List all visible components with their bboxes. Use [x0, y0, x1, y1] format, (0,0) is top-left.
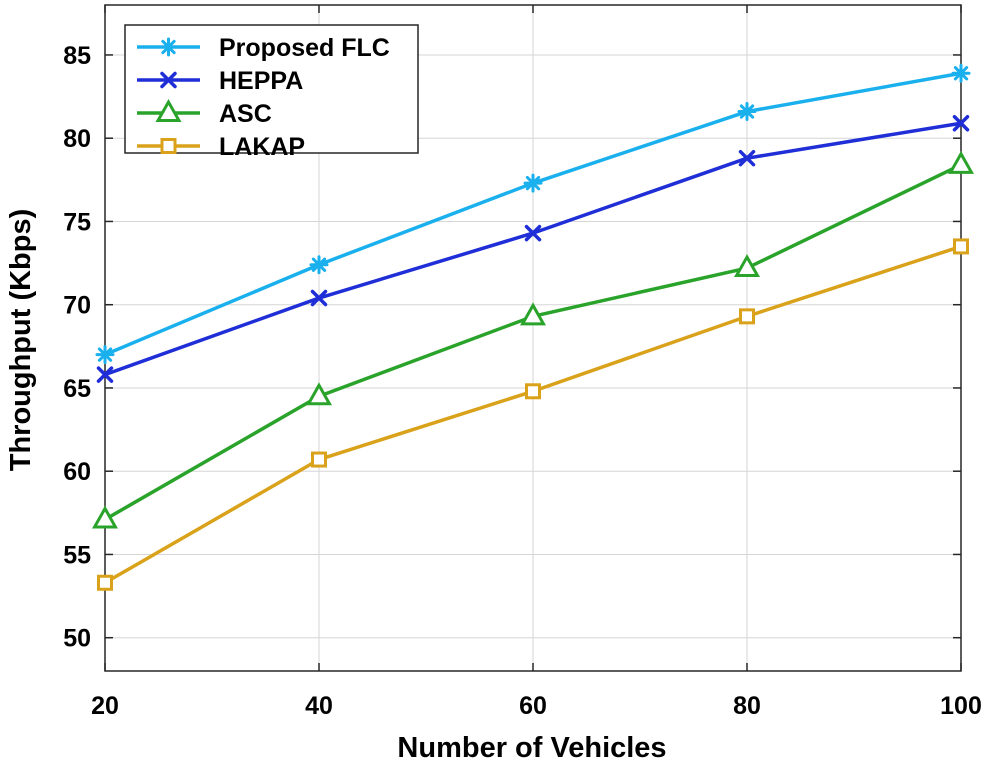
legend-marker-proposed-flc [159, 37, 178, 57]
tick-labels: 20 40 60 80 100 50 55 60 65 70 75 80 85 [63, 42, 982, 720]
legend-item-heppa: HEPPA [137, 67, 303, 95]
point-proposed-flc-100 [951, 63, 971, 83]
legend: Proposed FLC HEPPA ASC LAKAP [124, 24, 419, 161]
point-asc-40 [305, 382, 333, 406]
legend-marker-lakap [160, 138, 177, 154]
x-tick-label-100: 100 [940, 692, 982, 720]
y-tick-label-55: 55 [63, 541, 91, 569]
y-tick-label-80: 80 [63, 125, 91, 153]
x-tick-label-20: 20 [91, 692, 119, 720]
point-proposed-flc-60 [523, 173, 543, 193]
series-layer [91, 63, 975, 591]
legend-marker-heppa [160, 71, 177, 89]
point-proposed-flc-80 [737, 102, 757, 122]
x-tick-label-80: 80 [733, 692, 761, 720]
point-heppa-60 [524, 224, 542, 242]
point-heppa-100 [952, 114, 970, 132]
point-lakap-80 [739, 308, 755, 325]
x-tick-label-60: 60 [519, 692, 547, 720]
y-tick-label-70: 70 [63, 292, 91, 320]
y-axis-label: Throughput (Kbps) [5, 209, 37, 472]
y-tick-label-60: 60 [63, 458, 91, 486]
legend-marker-asc [155, 98, 182, 122]
x-tick-label-40: 40 [305, 692, 333, 720]
y-tick-label-65: 65 [63, 375, 91, 403]
legend-item-proposed-flc: Proposed FLC [137, 34, 390, 62]
y-tick-label-75: 75 [63, 208, 91, 236]
legend-label-asc: ASC [219, 100, 272, 128]
series-proposed-flc [95, 63, 971, 365]
point-asc-20 [91, 505, 119, 529]
series-lakap [97, 238, 969, 591]
point-lakap-100 [953, 238, 969, 255]
legend-label-proposed-flc: Proposed FLC [219, 34, 390, 62]
point-lakap-60 [525, 383, 541, 400]
point-proposed-flc-40 [309, 255, 329, 275]
point-asc-60 [519, 302, 547, 326]
y-tick-label-85: 85 [63, 42, 91, 70]
point-heppa-40 [310, 289, 328, 307]
legend-item-asc: ASC [137, 98, 272, 128]
point-asc-100 [947, 150, 975, 174]
legend-label-heppa: HEPPA [219, 67, 303, 95]
point-lakap-20 [97, 574, 113, 591]
legend-label-lakap: LAKAP [219, 133, 305, 161]
point-proposed-flc-20 [95, 345, 115, 365]
legend-item-lakap: LAKAP [137, 133, 305, 161]
point-asc-80 [733, 254, 761, 278]
point-lakap-40 [311, 451, 327, 468]
point-heppa-20 [96, 366, 114, 383]
axes [104, 4, 962, 672]
series-heppa [96, 114, 970, 383]
series-asc [91, 150, 975, 529]
point-heppa-80 [738, 149, 756, 167]
y-tick-label-50: 50 [63, 625, 91, 653]
x-axis-label: Number of Vehicles [397, 732, 666, 764]
